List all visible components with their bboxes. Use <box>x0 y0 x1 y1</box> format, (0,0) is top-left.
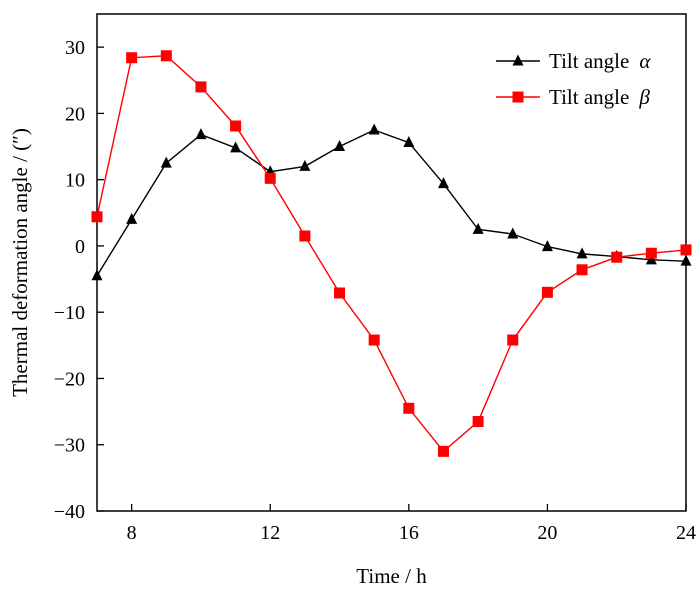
y-tick-label: −40 <box>54 501 85 523</box>
data-point-alpha <box>299 159 311 171</box>
legend-label-beta: Tilt angle β <box>549 85 650 109</box>
legend: Tilt angle α Tilt angle β <box>496 49 651 109</box>
data-point-beta <box>126 52 138 64</box>
legend-label-alpha: Tilt angle α <box>549 49 651 73</box>
series-alpha <box>91 123 692 281</box>
data-point-beta <box>645 247 657 259</box>
data-point-beta <box>230 120 242 132</box>
data-point-alpha <box>507 227 519 239</box>
data-point-beta <box>368 334 380 346</box>
series-line-beta <box>96 55 687 453</box>
x-axis-title: Time / h <box>356 564 427 588</box>
y-tick-label: −20 <box>54 368 85 390</box>
data-point-beta <box>472 416 484 428</box>
data-point-alpha <box>576 247 588 259</box>
legend-label-text: Tilt angle <box>549 49 629 73</box>
y-tick-label: −10 <box>54 302 85 324</box>
data-point-beta <box>576 264 588 276</box>
data-point-alpha <box>680 254 692 266</box>
data-point-alpha <box>195 128 207 140</box>
data-point-alpha <box>160 156 172 168</box>
legend-entry-beta: Tilt angle β <box>496 85 650 109</box>
data-point-alpha <box>230 141 242 153</box>
x-tick-label: 12 <box>260 522 280 544</box>
legend-entry-alpha: Tilt angle α <box>496 49 651 73</box>
data-point-alpha <box>645 253 657 265</box>
data-point-beta <box>611 251 623 263</box>
data-point-alpha <box>541 240 553 252</box>
y-tick-label: −30 <box>54 435 85 457</box>
y-tick-label: 10 <box>65 170 85 192</box>
legend-label-symbol: β <box>638 85 650 109</box>
data-point-alpha <box>368 123 380 135</box>
data-point-alpha <box>126 212 138 224</box>
y-tick-label: 20 <box>65 103 85 125</box>
data-point-beta <box>507 334 519 346</box>
data-point-alpha <box>334 140 346 152</box>
plot-series <box>91 50 692 457</box>
data-point-beta <box>334 287 346 299</box>
data-point-beta <box>160 50 172 62</box>
series-line-alpha <box>96 129 687 277</box>
x-tick-label: 16 <box>399 522 419 544</box>
x-tick-label: 24 <box>676 522 696 544</box>
legend-label-symbol: α <box>639 49 651 73</box>
y-tick-label: 0 <box>75 236 85 258</box>
legend-marker-alpha <box>512 54 524 66</box>
data-point-alpha <box>91 269 103 281</box>
data-point-beta <box>299 230 311 242</box>
data-point-beta <box>403 402 415 414</box>
data-point-alpha <box>437 177 449 189</box>
axes: 8 12 16 20 24 −40 −30 −20 −10 0 10 20 30 <box>54 13 696 544</box>
data-point-beta <box>541 286 553 298</box>
data-point-alpha <box>472 222 484 234</box>
x-tick-label: 8 <box>127 522 137 544</box>
x-tick-label: 20 <box>537 522 557 544</box>
legend-marker-beta <box>512 91 524 103</box>
data-point-beta <box>91 211 103 223</box>
y-tick-label: 30 <box>65 37 85 59</box>
series-beta <box>91 50 692 457</box>
data-point-beta <box>264 172 276 184</box>
data-point-alpha <box>403 136 415 148</box>
y-axis-title: Thermal deformation angle / (″) <box>8 128 32 397</box>
data-point-beta <box>680 244 692 256</box>
legend-label-text: Tilt angle <box>549 85 629 109</box>
data-point-beta <box>437 445 449 457</box>
data-point-beta <box>195 81 207 93</box>
